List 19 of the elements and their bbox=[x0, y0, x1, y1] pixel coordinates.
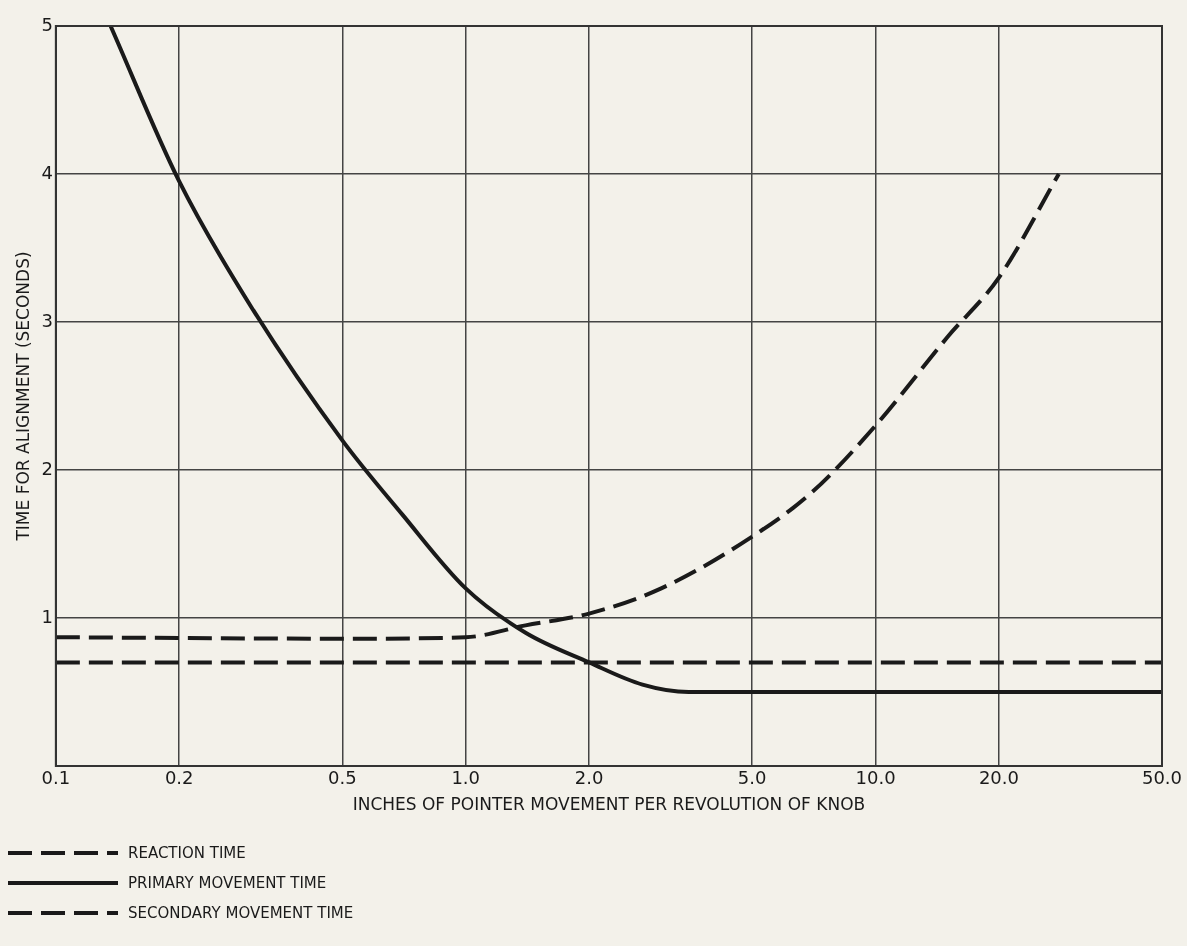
legend-label: REACTION TIME bbox=[128, 844, 246, 862]
x-tick-label: 5.0 bbox=[737, 767, 767, 789]
y-tick-label: 5 bbox=[41, 13, 53, 35]
x-tick-label: 2.0 bbox=[574, 767, 604, 789]
y-tick-label: 2 bbox=[41, 457, 53, 479]
legend-label: SECONDARY MOVEMENT TIME bbox=[128, 904, 354, 922]
x-tick-label: 0.2 bbox=[164, 767, 194, 789]
x-tick-label: 0.1 bbox=[41, 767, 71, 789]
legend-label: PRIMARY MOVEMENT TIME bbox=[128, 874, 327, 892]
x-tick-label: 1.0 bbox=[451, 767, 481, 789]
x-tick-label: 0.5 bbox=[328, 767, 357, 789]
y-tick-label: 3 bbox=[41, 309, 53, 331]
x-tick-label: 20.0 bbox=[978, 767, 1019, 789]
x-tick-label: 50.0 bbox=[1141, 767, 1183, 789]
x-tick-label: 10.0 bbox=[855, 767, 896, 789]
x-axis-title: INCHES OF POINTER MOVEMENT PER REVOLUTION OF KNOB bbox=[352, 794, 866, 815]
y-axis-title: TIME FOR ALIGNMENT (SECONDS) bbox=[12, 251, 33, 542]
y-tick-label: 4 bbox=[41, 161, 53, 183]
y-tick-label: 1 bbox=[41, 605, 53, 627]
